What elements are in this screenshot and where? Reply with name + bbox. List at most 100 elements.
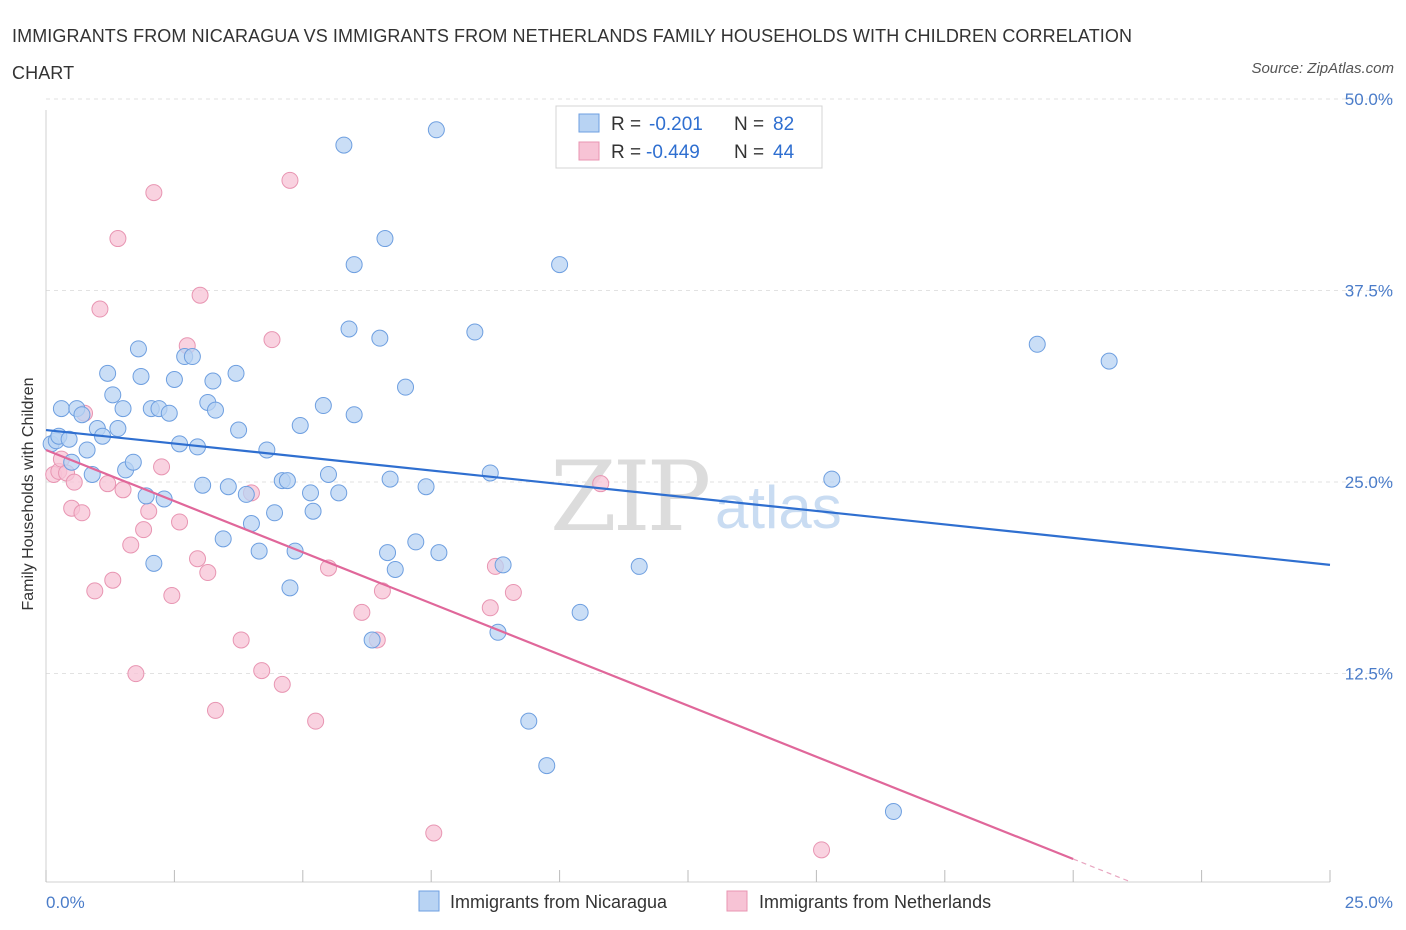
gridlines xyxy=(46,98,1393,674)
data-point-nicaragua xyxy=(291,416,309,434)
data-point-nicaragua xyxy=(250,542,268,560)
data-point-nicaragua xyxy=(132,367,150,385)
data-point-nicaragua xyxy=(183,348,201,366)
data-point-nicaragua xyxy=(1028,335,1046,353)
bottom-legend: Immigrants from Nicaragua Immigrants fro… xyxy=(418,890,991,912)
data-point-nicaragua xyxy=(99,364,117,382)
data-point-netherlands xyxy=(353,603,371,621)
data-point-nicaragua xyxy=(206,401,224,419)
legend-r-value-2: -0.449 xyxy=(646,142,700,163)
bottom-legend-swatch-nicaragua xyxy=(418,890,440,912)
legend-r-value-1: -0.201 xyxy=(649,114,703,135)
data-point-netherlands xyxy=(191,286,209,304)
data-point-nicaragua xyxy=(78,441,96,459)
data-point-nicaragua xyxy=(230,421,248,439)
data-point-nicaragua xyxy=(109,420,127,438)
data-point-nicaragua xyxy=(60,430,78,448)
trendline-netherlands xyxy=(45,448,1074,861)
data-point-nicaragua xyxy=(302,484,320,502)
data-point-nicaragua xyxy=(379,544,397,562)
data-point-netherlands xyxy=(114,481,132,499)
legend-r-label-2: R = xyxy=(611,142,641,163)
data-point-nicaragua xyxy=(304,502,322,520)
data-point-netherlands xyxy=(99,475,117,493)
data-point-nicaragua xyxy=(214,530,232,548)
data-point-nicaragua xyxy=(160,404,178,422)
source-label: Source: ZipAtlas.com xyxy=(1251,60,1394,77)
data-point-nicaragua xyxy=(104,386,122,404)
legend-n-label-1: N = xyxy=(734,114,764,135)
data-point-nicaragua xyxy=(520,712,538,730)
data-point-nicaragua xyxy=(371,329,389,347)
data-point-nicaragua xyxy=(571,603,589,621)
data-point-nicaragua xyxy=(823,470,841,488)
data-point-netherlands xyxy=(73,504,91,522)
data-point-netherlands xyxy=(813,841,831,859)
data-point-nicaragua xyxy=(538,757,556,775)
trendline-netherlands-extension xyxy=(1072,858,1130,883)
data-point-netherlands xyxy=(263,331,281,349)
data-point-nicaragua xyxy=(227,364,245,382)
data-point-netherlands xyxy=(153,458,171,476)
x-tick-label-min: 0.0% xyxy=(46,893,85,912)
data-point-nicaragua xyxy=(884,803,902,821)
data-point-netherlands xyxy=(135,521,153,539)
data-point-nicaragua xyxy=(330,484,348,502)
data-point-netherlands xyxy=(273,675,291,693)
data-point-nicaragua xyxy=(258,441,276,459)
legend-n-label-2: N = xyxy=(734,142,764,163)
data-point-netherlands xyxy=(425,824,443,842)
data-point-nicaragua xyxy=(397,378,415,396)
data-point-nicaragua xyxy=(335,136,353,154)
trendline-nicaragua xyxy=(45,428,1331,566)
data-point-nicaragua xyxy=(281,579,299,597)
data-point-nicaragua xyxy=(278,472,296,490)
y-tick-label: 25.0% xyxy=(1345,473,1393,492)
series-netherlands-points xyxy=(45,171,831,859)
x-tick-marks xyxy=(45,870,1331,882)
data-point-netherlands xyxy=(199,564,217,582)
series-nicaragua-points xyxy=(42,121,1118,821)
data-point-netherlands xyxy=(504,583,522,601)
data-point-nicaragua xyxy=(219,478,237,496)
x-tick-label-max: 25.0% xyxy=(1345,893,1393,912)
legend-n-value-2: 44 xyxy=(773,142,795,163)
data-point-netherlands xyxy=(86,582,104,600)
data-point-nicaragua xyxy=(194,476,212,494)
data-point-nicaragua xyxy=(386,560,404,578)
y-tick-labels: 12.5% 25.0% 37.5% 50.0% xyxy=(1345,90,1393,684)
legend-swatch-nicaragua xyxy=(578,113,600,133)
data-point-nicaragua xyxy=(204,372,222,390)
data-point-nicaragua xyxy=(345,256,363,274)
data-point-netherlands xyxy=(104,571,122,589)
data-point-nicaragua xyxy=(145,554,163,572)
data-point-netherlands xyxy=(281,171,299,189)
data-point-nicaragua xyxy=(430,544,448,562)
data-point-nicaragua xyxy=(237,485,255,503)
bottom-legend-nicaragua: Immigrants from Nicaragua xyxy=(450,892,668,912)
data-point-nicaragua xyxy=(345,406,363,424)
data-point-netherlands xyxy=(171,513,189,531)
data-point-nicaragua xyxy=(363,631,381,649)
data-point-netherlands xyxy=(122,536,140,554)
data-point-nicaragua xyxy=(266,504,284,522)
data-point-nicaragua xyxy=(165,371,183,389)
data-point-nicaragua xyxy=(417,478,435,496)
y-tick-label: 37.5% xyxy=(1345,282,1393,301)
y-tick-label: 50.0% xyxy=(1345,90,1393,109)
legend-swatch-netherlands xyxy=(578,141,600,161)
data-point-nicaragua xyxy=(1100,352,1118,370)
bottom-legend-netherlands: Immigrants from Netherlands xyxy=(759,892,991,912)
data-point-netherlands xyxy=(140,502,158,520)
data-point-nicaragua xyxy=(381,470,399,488)
data-point-netherlands xyxy=(232,631,250,649)
data-point-nicaragua xyxy=(551,256,569,274)
data-point-nicaragua xyxy=(427,121,445,139)
data-point-netherlands xyxy=(481,599,499,617)
data-point-nicaragua xyxy=(494,556,512,574)
y-axis-label: Family Households with Children xyxy=(20,378,37,611)
data-point-nicaragua xyxy=(340,320,358,338)
y-tick-label: 12.5% xyxy=(1345,665,1393,684)
data-point-nicaragua xyxy=(52,400,70,418)
